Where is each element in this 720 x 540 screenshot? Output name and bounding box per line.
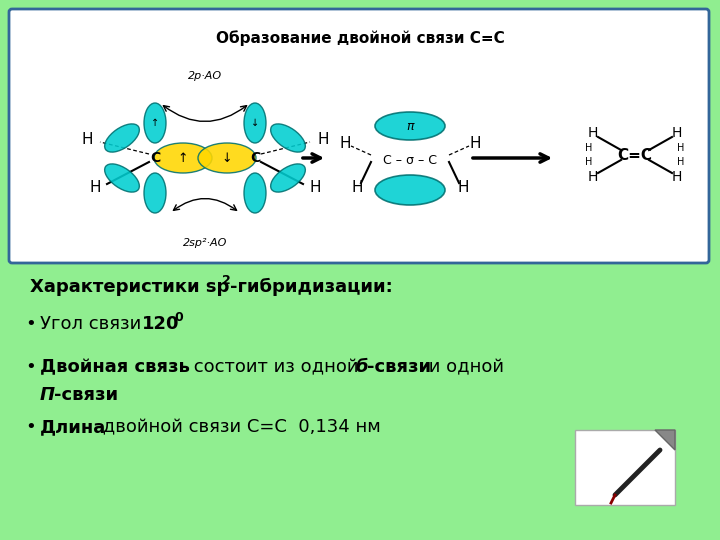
Ellipse shape (271, 124, 305, 152)
Text: -связи: -связи (367, 358, 431, 376)
Text: Длина: Длина (40, 418, 107, 436)
Text: 2р·АО: 2р·АО (188, 71, 222, 81)
Text: Угол связи: Угол связи (40, 315, 147, 333)
Text: C: C (250, 151, 260, 165)
Text: H: H (678, 157, 685, 167)
Text: Двойная связь: Двойная связь (40, 358, 190, 376)
Text: H: H (339, 137, 351, 152)
FancyBboxPatch shape (9, 9, 709, 263)
Text: С – σ – С: С – σ – С (383, 153, 437, 166)
Text: H: H (89, 180, 101, 195)
Text: •: • (25, 358, 36, 376)
Ellipse shape (104, 164, 140, 192)
Text: ↑: ↑ (178, 152, 188, 165)
Text: состоит из одной: состоит из одной (188, 358, 364, 376)
Polygon shape (655, 430, 675, 450)
Text: H: H (588, 126, 598, 140)
Ellipse shape (244, 173, 266, 213)
Text: 2: 2 (222, 274, 230, 287)
Text: H: H (318, 132, 329, 147)
Text: •: • (25, 315, 36, 333)
Text: H: H (672, 126, 682, 140)
Text: Характеристики sp: Характеристики sp (30, 278, 230, 296)
Text: и одной: и одной (423, 358, 504, 376)
Text: H: H (585, 143, 593, 153)
Text: H: H (588, 170, 598, 184)
Text: H: H (585, 157, 593, 167)
Text: -гибридизации:: -гибридизации: (230, 278, 392, 296)
Ellipse shape (375, 112, 445, 140)
Text: б: б (356, 358, 369, 376)
Ellipse shape (154, 143, 212, 173)
Text: H: H (310, 180, 320, 195)
Text: ↓: ↓ (222, 152, 233, 165)
FancyBboxPatch shape (575, 430, 675, 505)
Text: •: • (25, 418, 36, 436)
Text: H: H (469, 137, 481, 152)
Text: -связи: -связи (54, 386, 118, 404)
Text: Образование двойной связи С=С: Образование двойной связи С=С (215, 30, 505, 46)
Ellipse shape (198, 143, 256, 173)
Ellipse shape (144, 173, 166, 213)
Text: H: H (81, 132, 93, 147)
Text: 120: 120 (142, 315, 179, 333)
Ellipse shape (271, 164, 305, 192)
Text: 0: 0 (174, 311, 183, 324)
Text: π: π (406, 119, 414, 132)
Text: П: П (40, 386, 55, 404)
Ellipse shape (244, 103, 266, 143)
Text: H: H (457, 180, 469, 195)
Text: C: C (150, 151, 160, 165)
Text: H: H (678, 143, 685, 153)
Ellipse shape (144, 103, 166, 143)
Text: H: H (351, 180, 363, 195)
Ellipse shape (375, 175, 445, 205)
Text: 2sp²·АО: 2sp²·АО (183, 238, 228, 248)
Text: двойной связи С=С  0,134 нм: двойной связи С=С 0,134 нм (97, 418, 381, 436)
Text: ↓: ↓ (251, 118, 259, 128)
Text: ↑: ↑ (151, 118, 159, 128)
Text: H: H (672, 170, 682, 184)
Ellipse shape (104, 124, 140, 152)
Text: C=C: C=C (618, 147, 652, 163)
